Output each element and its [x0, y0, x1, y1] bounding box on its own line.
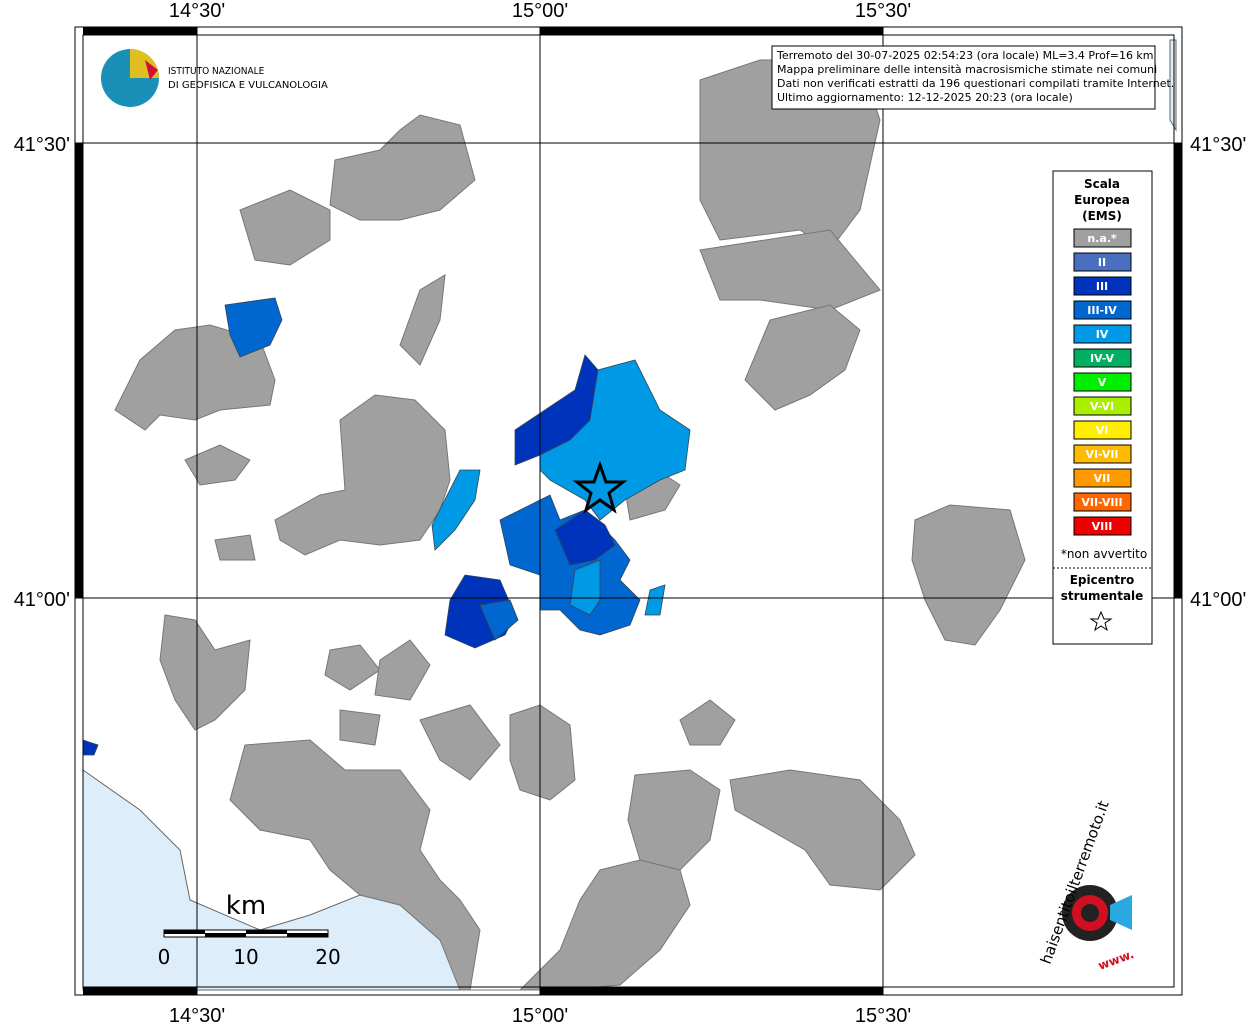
- graticule-labels: 14°30' 15°00' 15°30' 14°30' 15°00' 15°30…: [14, 0, 1247, 1024]
- legend-epicenter: strumentale: [1061, 589, 1144, 603]
- legend-swatch: [1073, 396, 1132, 416]
- info-box: [771, 45, 1156, 110]
- lon-label: 15°00': [512, 0, 568, 22]
- legend-swatch: [1073, 276, 1132, 296]
- legend-swatch: [1073, 372, 1132, 392]
- legend-label: II: [1098, 256, 1106, 269]
- logo: ISTITUTO NAZIONALE DI GEOFISICA E VULCAN…: [101, 49, 328, 107]
- legend-label: n.a.*: [1087, 232, 1117, 245]
- lon-label: 14°30': [169, 1005, 225, 1024]
- graticule: [75, 27, 1182, 995]
- lat-label: 41°00': [14, 589, 70, 611]
- scale-label: 10: [233, 945, 258, 969]
- lon-label: 14°30': [169, 0, 225, 22]
- legend-swatch: [1073, 516, 1132, 536]
- legend-label: IV: [1096, 328, 1109, 341]
- legend-swatch: [1073, 348, 1132, 368]
- lat-label: 41°00': [1190, 589, 1246, 611]
- legend-swatch: [1073, 324, 1132, 344]
- legend-label: VII: [1094, 472, 1111, 485]
- legend-epicenter: Epicentro: [1070, 573, 1135, 587]
- logo-text: ISTITUTO NAZIONALE: [168, 66, 265, 77]
- legend-title: Scala: [1084, 177, 1120, 191]
- legend-swatch: [1073, 492, 1132, 512]
- info-line: Mappa preliminare delle intensità macros…: [777, 63, 1157, 76]
- legend-swatch: [1073, 444, 1132, 464]
- legend-label: VIII: [1092, 520, 1113, 533]
- info-line: Dati non verificati estratti da 196 ques…: [777, 77, 1174, 90]
- lat-label: 41°30': [14, 134, 70, 156]
- scale-label: 0: [158, 945, 171, 969]
- legend-swatch: [1073, 228, 1132, 248]
- info-line: Terremoto del 30-07-2025 02:54:23 (ora l…: [776, 49, 1154, 62]
- legend-label: V: [1098, 376, 1107, 389]
- legend-label: VII-VIII: [1081, 496, 1122, 509]
- municipalities: [114, 59, 1026, 991]
- lon-label: 15°30': [855, 0, 911, 22]
- scale-unit: km: [226, 891, 266, 921]
- legend-swatch: [1073, 252, 1132, 272]
- legend-label: III: [1096, 280, 1108, 293]
- legend-swatch: [1073, 468, 1132, 488]
- legend-label: VI: [1096, 424, 1109, 437]
- legend-note: *non avvertito: [1061, 547, 1147, 561]
- legend-label: IV-V: [1090, 352, 1115, 365]
- lon-label: 15°30': [855, 1005, 911, 1024]
- legend-star: [1089, 610, 1113, 632]
- legend-label: III-IV: [1087, 304, 1117, 317]
- epicenter: [572, 460, 628, 514]
- legend-label: VI-VII: [1085, 448, 1118, 461]
- scale-bar: km 0 10 20: [158, 891, 341, 969]
- info-line: Ultimo aggiornamento: 12-12-2025 20:23 (…: [777, 91, 1073, 104]
- legend-label: V-VI: [1090, 400, 1114, 413]
- legend-swatch: [1073, 420, 1132, 440]
- legend-title: (EMS): [1082, 209, 1122, 223]
- felt-municipalities: [82, 297, 691, 756]
- legend-swatch: [1073, 300, 1132, 320]
- lon-label: 15°00': [512, 1005, 568, 1024]
- frame: [74, 26, 1183, 996]
- legend-title: Europea: [1074, 193, 1130, 207]
- logo-text: DI GEOFISICA E VULCANOLOGIA: [168, 80, 328, 91]
- lat-label: 41°30': [1190, 134, 1246, 156]
- scale-label: 20: [315, 945, 340, 969]
